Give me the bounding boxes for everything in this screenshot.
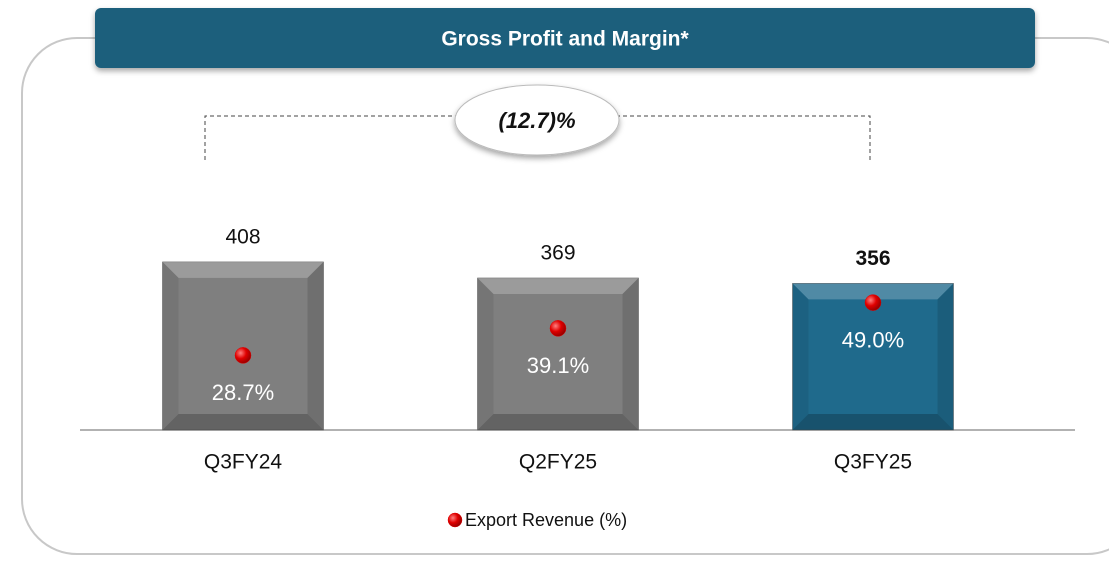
x-tick-label: Q3FY25 bbox=[834, 451, 912, 474]
bar-bevel bbox=[792, 283, 954, 300]
legend-label: Export Revenue (%) bbox=[465, 510, 627, 530]
bar-bevel bbox=[792, 414, 954, 430]
export-dot bbox=[234, 347, 252, 364]
x-tick-label: Q2FY25 bbox=[519, 451, 597, 474]
x-tick-label: Q3FY24 bbox=[204, 451, 283, 474]
export-label: 39.1% bbox=[527, 353, 589, 378]
bar bbox=[162, 261, 324, 431]
bar-bevel bbox=[477, 414, 639, 430]
bar bbox=[477, 277, 639, 431]
annotation: (12.7)% bbox=[498, 108, 575, 133]
bar-bevel bbox=[162, 261, 324, 278]
bar-bevel bbox=[162, 261, 179, 430]
export-label: 28.7% bbox=[212, 380, 274, 405]
bar-bevel bbox=[792, 283, 809, 430]
export-dot bbox=[549, 320, 567, 337]
bar-bevel bbox=[307, 261, 324, 430]
bar-bevel bbox=[477, 277, 494, 430]
value-label: 408 bbox=[225, 225, 260, 248]
bar-bevel bbox=[477, 277, 639, 294]
value-label: 356 bbox=[855, 247, 890, 270]
bar-bevel bbox=[162, 414, 324, 430]
export-label: 49.0% bbox=[842, 327, 904, 352]
chart-title: Gross Profit and Margin* bbox=[441, 28, 689, 51]
annotation-bubble bbox=[454, 84, 620, 156]
export-dot bbox=[864, 294, 882, 311]
bar-bevel bbox=[622, 277, 639, 430]
value-label: 369 bbox=[540, 242, 575, 265]
header-bar bbox=[95, 8, 1035, 68]
bar-bevel bbox=[937, 283, 954, 430]
legend-dot bbox=[447, 512, 463, 528]
bracket bbox=[204, 115, 871, 160]
